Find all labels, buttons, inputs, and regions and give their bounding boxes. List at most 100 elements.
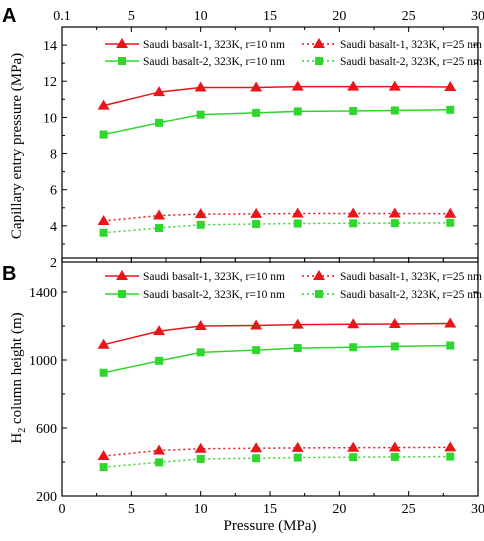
data-point-triangle xyxy=(444,317,457,328)
legend-label: Saudi basalt-2, 323K, r=10 nm xyxy=(143,56,285,68)
legend-label: Saudi basalt-1, 323K, r=10 nm xyxy=(143,39,285,51)
data-point-square xyxy=(155,458,164,467)
y-tick-label: 1000 xyxy=(29,354,57,369)
data-point-triangle xyxy=(388,207,401,218)
x-tick-label: 10 xyxy=(194,502,208,517)
y-tick-label: 600 xyxy=(36,422,57,437)
panel-b-y-axis-label-main: H xyxy=(9,433,25,444)
data-point-square xyxy=(446,105,455,114)
series-line-1 xyxy=(103,322,451,346)
data-point-square xyxy=(349,219,358,228)
y-tick-label: 10 xyxy=(43,111,57,126)
data-point-triangle xyxy=(388,80,401,91)
legend-label: Saudi basalt-1, 323K, r=25 nm xyxy=(340,39,482,51)
data-point-triangle xyxy=(153,209,166,220)
data-point-triangle xyxy=(291,207,304,218)
data-point-triangle xyxy=(388,317,401,328)
legend-marker-square xyxy=(118,57,126,65)
data-point-triangle xyxy=(250,207,263,218)
data-point-square xyxy=(155,356,164,365)
data-point-square xyxy=(349,343,358,352)
data-point-square xyxy=(390,219,399,228)
data-point-triangle xyxy=(153,444,166,455)
panel-b-letter: B xyxy=(2,263,16,285)
y-tick-label: 200 xyxy=(36,490,57,505)
legend-marker-square xyxy=(315,290,323,298)
top-x-tick-label: 10 xyxy=(194,9,208,24)
data-point-square xyxy=(99,130,108,139)
panel-a-letter: A xyxy=(2,5,16,27)
data-point-square xyxy=(390,452,399,461)
top-x-tick-label: 5 xyxy=(128,9,135,24)
legend-label: Saudi basalt-2, 323K, r=25 nm xyxy=(340,56,482,68)
panel-b-y-axis-label-sub: 2 xyxy=(17,428,28,433)
data-point-square xyxy=(446,341,455,350)
legend-marker-triangle xyxy=(116,38,128,48)
x-tick-label: 0 xyxy=(59,502,66,517)
data-point-square xyxy=(390,342,399,351)
data-point-square xyxy=(390,106,399,115)
panel-b-y-axis-label-rest: column height (m) xyxy=(9,312,25,427)
data-point-square xyxy=(293,219,302,228)
panel-b-x-tick-labels: 0 5 10 15 20 25 30 xyxy=(59,502,484,517)
top-x-tick-label: 20 xyxy=(332,9,346,24)
data-point-triangle xyxy=(347,207,360,218)
legend-marker-square xyxy=(315,57,323,65)
data-point-triangle xyxy=(291,80,304,91)
data-point-triangle xyxy=(444,441,457,452)
data-point-triangle xyxy=(97,450,110,461)
panel-b-plot-area xyxy=(61,257,479,497)
data-point-triangle xyxy=(388,441,401,452)
data-point-triangle xyxy=(153,86,166,97)
data-point-square xyxy=(196,348,205,357)
data-point-triangle xyxy=(194,208,207,219)
series-line-3 xyxy=(103,109,451,136)
data-point-square xyxy=(252,220,261,229)
legend-label: Saudi basalt-1, 323K, r=10 nm xyxy=(143,271,285,283)
y-tick-label: 8 xyxy=(50,148,57,163)
data-point-triangle xyxy=(250,81,263,92)
legend-label: Saudi basalt-1, 323K, r=25 nm xyxy=(340,271,482,283)
y-tick-label: 1400 xyxy=(29,286,57,301)
x-tick-label: 30 xyxy=(471,502,484,517)
data-point-triangle xyxy=(347,318,360,329)
data-point-triangle xyxy=(194,320,207,330)
legend-marker-triangle xyxy=(313,38,325,48)
data-point-square xyxy=(293,453,302,462)
series-line-3 xyxy=(103,344,451,374)
data-point-triangle xyxy=(97,99,110,110)
legend-label: Saudi basalt-2, 323K, r=25 nm xyxy=(340,289,482,301)
y-tick-label: 14 xyxy=(43,39,57,54)
legend-marker-square xyxy=(118,290,126,298)
data-point-square xyxy=(99,463,108,472)
x-axis-label: Pressure (MPa) xyxy=(224,518,317,534)
data-point-square xyxy=(99,368,108,377)
legend-marker-triangle xyxy=(313,270,325,280)
data-point-triangle xyxy=(153,325,166,336)
data-point-square xyxy=(446,452,455,461)
data-point-square xyxy=(196,220,205,229)
data-point-square xyxy=(349,107,358,116)
panel-a-top-x-tick-labels: 0.1 5 10 15 20 25 30 xyxy=(53,9,484,24)
legend-marker-triangle xyxy=(116,270,128,280)
panel-a-legend: Saudi basalt-1, 323K, r=10 nm Saudi basal… xyxy=(105,38,482,68)
data-point-triangle xyxy=(97,214,110,225)
data-point-triangle xyxy=(97,338,110,349)
top-x-tick-label: 25 xyxy=(402,9,416,24)
data-point-square xyxy=(196,454,205,463)
x-tick-label: 5 xyxy=(128,502,135,517)
data-point-square xyxy=(252,108,261,117)
top-x-tick-label: 0.1 xyxy=(53,9,71,24)
panel-a-y-axis-label: Capillary entry pressure (MPa) xyxy=(9,53,25,239)
y-tick-label: 2 xyxy=(50,256,57,271)
panel-b-y-axis-label: H2 column height (m) xyxy=(9,312,28,443)
panel-b-y-tick-labels: 200 600 1000 1400 xyxy=(29,286,57,505)
data-point-square xyxy=(99,228,108,237)
data-point-triangle xyxy=(444,81,457,92)
y-tick-label: 12 xyxy=(43,75,57,90)
data-point-triangle xyxy=(347,441,360,452)
legend-label: Saudi basalt-2, 323K, r=10 nm xyxy=(143,289,285,301)
top-x-tick-label: 15 xyxy=(263,9,277,24)
